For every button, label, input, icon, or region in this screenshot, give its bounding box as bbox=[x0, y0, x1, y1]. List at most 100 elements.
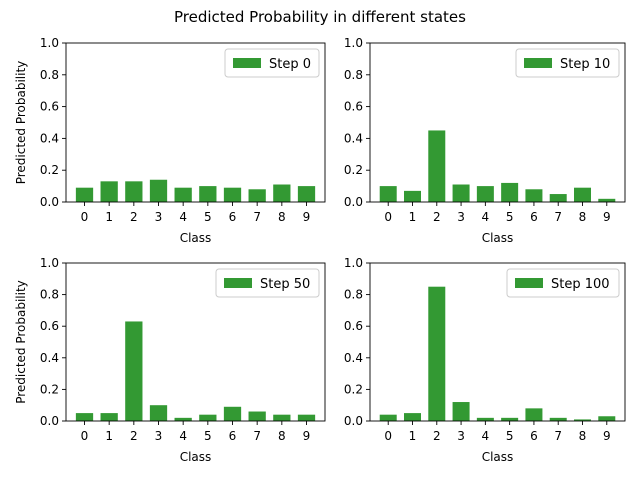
legend: Step 10 bbox=[515, 48, 620, 78]
x-tick-label: 7 bbox=[554, 210, 562, 224]
x-tick-label: 2 bbox=[433, 210, 441, 224]
y-tick-label: 0.6 bbox=[40, 100, 59, 114]
legend-box bbox=[506, 268, 620, 298]
y-tick-label: 0.6 bbox=[344, 319, 363, 333]
legend-label: Step 0 bbox=[269, 57, 311, 72]
legend-swatch bbox=[233, 58, 261, 68]
x-tick-label: 8 bbox=[278, 429, 286, 443]
bar-class-4 bbox=[476, 186, 494, 202]
legend: Step 50 bbox=[215, 268, 320, 298]
x-tick-label: 9 bbox=[603, 210, 611, 224]
subplot-2: 0 1 2 3 4 5 6 7 8 9 0.0 0.2 0.4 0.6 0.8 1.0 Class Step 10 bbox=[344, 36, 626, 245]
bar-class-3 bbox=[452, 402, 470, 421]
x-tick-label: 6 bbox=[229, 429, 237, 443]
x-tick-label: 3 bbox=[155, 429, 163, 443]
legend-label: Step 50 bbox=[260, 277, 310, 292]
x-axis-label: Class bbox=[180, 450, 212, 464]
y-axis-label: Predicted Probability bbox=[14, 280, 28, 404]
y-tick-label: 0.4 bbox=[40, 131, 59, 145]
x-tick-label: 5 bbox=[204, 210, 212, 224]
subplot-1: 0 1 2 3 4 5 6 7 8 9 0.0 0.2 0.4 0.6 0.8 1.0 Class Predict… bbox=[14, 36, 326, 245]
x-tick-label: 5 bbox=[506, 429, 514, 443]
bar-class-5 bbox=[199, 186, 217, 202]
bar-class-9 bbox=[598, 416, 616, 421]
bar-class-5 bbox=[501, 417, 519, 421]
x-tick-label: 9 bbox=[303, 210, 311, 224]
bar-class-8 bbox=[574, 419, 591, 421]
x-tick-label: 4 bbox=[179, 429, 187, 443]
bar-class-7 bbox=[549, 194, 567, 202]
x-tick-label: 0 bbox=[81, 210, 89, 224]
x-tick-label: 7 bbox=[554, 429, 562, 443]
y-tick-label: 0.0 bbox=[40, 195, 59, 209]
x-tick-label: 9 bbox=[603, 429, 611, 443]
x-tick-label: 8 bbox=[579, 210, 587, 224]
bar-class-1 bbox=[404, 413, 421, 421]
bar-class-8 bbox=[273, 414, 291, 421]
bar-class-3 bbox=[452, 184, 470, 202]
x-tick-label: 4 bbox=[482, 210, 490, 224]
bar-class-0 bbox=[379, 186, 397, 202]
x-tick-label: 5 bbox=[506, 210, 514, 224]
bar-class-2 bbox=[125, 181, 143, 202]
y-tick-label: 0.4 bbox=[344, 351, 363, 365]
bar-class-0 bbox=[379, 414, 397, 421]
x-tick-label: 9 bbox=[303, 429, 311, 443]
x-tick-label: 3 bbox=[457, 429, 465, 443]
y-tick-label: 0.2 bbox=[40, 163, 59, 177]
legend-swatch bbox=[524, 58, 552, 68]
x-tick-label: 1 bbox=[105, 429, 113, 443]
y-axis-label: Predicted Probability bbox=[14, 61, 28, 185]
y-tick-label: 0.6 bbox=[344, 100, 363, 114]
subplot-4: 0 1 2 3 4 5 6 7 8 9 0.0 0.2 0.4 0.6 0.8 1.0 Class Step 10… bbox=[344, 256, 626, 464]
bar-class-8 bbox=[273, 184, 291, 202]
x-tick-label: 2 bbox=[130, 429, 138, 443]
y-tick-label: 0.0 bbox=[344, 195, 363, 209]
x-tick-label: 1 bbox=[105, 210, 113, 224]
bar-class-8 bbox=[574, 187, 591, 202]
bar-class-0 bbox=[75, 187, 94, 202]
y-tick-label: 0.4 bbox=[40, 351, 59, 365]
bar-class-6 bbox=[223, 187, 242, 202]
y-tick-label: 1.0 bbox=[344, 256, 363, 270]
bar-class-1 bbox=[100, 181, 118, 202]
x-tick-label: 0 bbox=[81, 429, 89, 443]
bar-class-9 bbox=[598, 198, 616, 202]
bar-class-2 bbox=[428, 286, 446, 421]
x-axis-label: Class bbox=[482, 450, 514, 464]
x-tick-label: 2 bbox=[433, 429, 441, 443]
y-tick-label: 0.0 bbox=[344, 414, 363, 428]
legend-box bbox=[515, 48, 620, 78]
legend: Step 0 bbox=[224, 48, 320, 78]
legend-swatch bbox=[224, 278, 252, 288]
legend-label: Step 10 bbox=[560, 57, 610, 72]
x-tick-label: 7 bbox=[253, 210, 261, 224]
bar-class-9 bbox=[297, 186, 316, 202]
x-tick-label: 7 bbox=[253, 429, 261, 443]
legend-box bbox=[224, 48, 320, 78]
bar-class-3 bbox=[149, 179, 168, 202]
legend-swatch bbox=[515, 278, 543, 288]
y-tick-label: 0.4 bbox=[344, 131, 363, 145]
axes-frame bbox=[65, 262, 326, 422]
subplot-3: 0 1 2 3 4 5 6 7 8 9 0.0 0.2 0.4 0.6 0.8 1.0 Class Predict… bbox=[14, 256, 326, 464]
x-tick-label: 0 bbox=[384, 210, 392, 224]
bar-class-1 bbox=[404, 190, 421, 202]
x-axis-label: Class bbox=[180, 231, 212, 245]
x-tick-label: 0 bbox=[384, 429, 392, 443]
y-tick-label: 1.0 bbox=[40, 256, 59, 270]
legend-box bbox=[215, 268, 320, 298]
x-tick-label: 8 bbox=[278, 210, 286, 224]
y-tick-label: 0.6 bbox=[40, 319, 59, 333]
x-tick-label: 1 bbox=[409, 210, 417, 224]
bar-class-4 bbox=[174, 187, 192, 202]
y-tick-label: 0.8 bbox=[344, 68, 363, 82]
x-tick-label: 3 bbox=[155, 210, 163, 224]
bar-class-7 bbox=[549, 417, 567, 421]
y-tick-label: 0.8 bbox=[344, 288, 363, 302]
y-tick-label: 1.0 bbox=[40, 36, 59, 50]
bar-class-6 bbox=[525, 408, 543, 421]
bar-class-2 bbox=[428, 130, 446, 202]
bar-class-1 bbox=[100, 413, 118, 421]
